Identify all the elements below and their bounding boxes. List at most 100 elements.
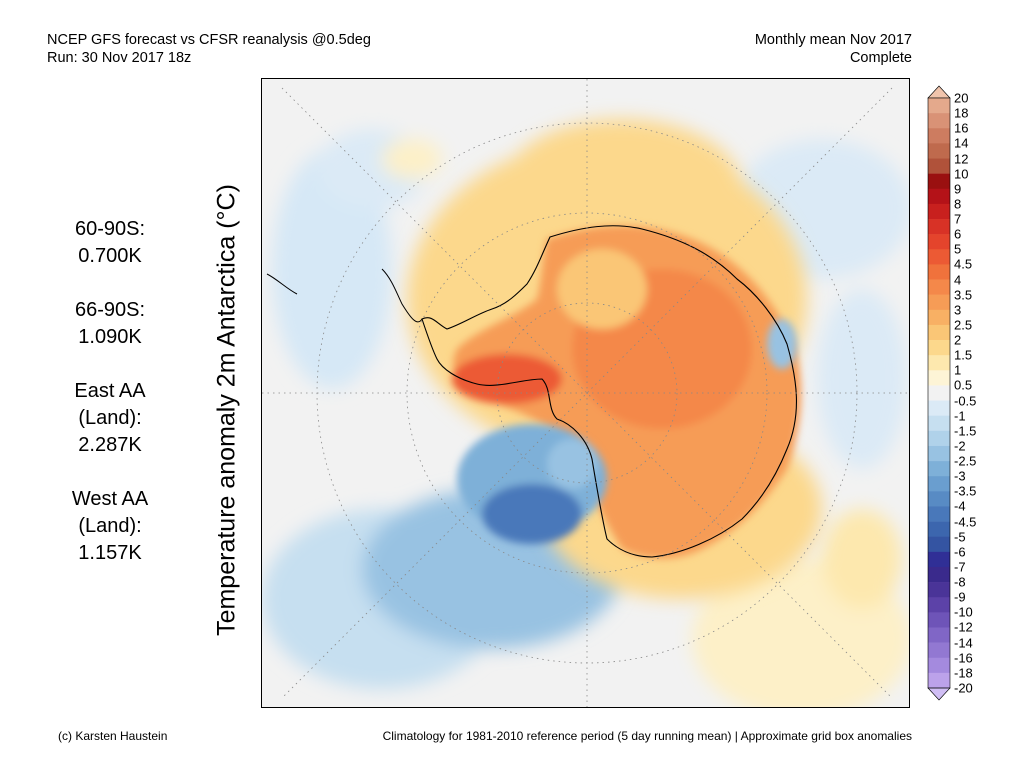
- colorbar-tick-label: 2.5: [954, 317, 973, 333]
- colorbar-tick-label: 4: [954, 272, 962, 288]
- header-left: NCEP GFS forecast vs CFSR reanalysis @0.…: [47, 31, 371, 67]
- colorbar-tick-label: 3.5: [954, 287, 973, 303]
- colorbar-swatch: [928, 445, 950, 462]
- colorbar-swatch: [928, 566, 950, 583]
- cold-sector: [457, 319, 797, 544]
- header-run: Run: 30 Nov 2017 18z: [47, 50, 192, 66]
- colorbar-swatch: [928, 536, 950, 553]
- colorbar-swatch: [928, 415, 950, 432]
- colorbar-tick-label: -2.5: [954, 453, 977, 469]
- colorbar-tick-label: -0.5: [954, 393, 977, 409]
- colorbar-swatch: [928, 143, 950, 159]
- colorbar-tick-label: 6: [954, 226, 962, 242]
- colorbar-swatch: [928, 294, 950, 311]
- stat-label-sub: (Land):: [78, 407, 142, 429]
- header-title: NCEP GFS forecast vs CFSR reanalysis @0.…: [47, 32, 371, 48]
- continent-warm-field: [452, 225, 802, 559]
- stat-label: East AA: [74, 380, 146, 402]
- colorbar-tick-label: -14: [954, 635, 973, 651]
- coastline: [421, 225, 798, 558]
- header-right: Monthly mean Nov 2017 Complete: [755, 31, 912, 67]
- stat-label-sub: (Land):: [78, 515, 142, 537]
- colorbar-swatch: [928, 128, 950, 144]
- colorbar-swatch: [928, 551, 950, 568]
- colorbar-swatch: [928, 158, 950, 174]
- colorbar-tick-label: -6: [954, 544, 966, 560]
- colorbar-tick-label: -5: [954, 529, 966, 545]
- colorbar-swatch: [928, 400, 950, 416]
- stat-60-90s: 60-90S: 0.700K: [40, 216, 180, 270]
- stats-panel: 60-90S: 0.700K 66-90S: 1.090K East AA (L…: [40, 216, 180, 567]
- colorbar-swatch: [928, 188, 950, 205]
- colorbar-tick-label: -1: [954, 408, 966, 424]
- colorbar-tick-label: -4.5: [954, 514, 977, 530]
- stat-value: 2.287K: [78, 434, 142, 456]
- colorbar: [927, 85, 951, 701]
- colorbar-swatch: [928, 249, 950, 265]
- footer-note: Climatology for 1981-2010 reference peri…: [382, 729, 912, 743]
- colorbar-tick-label: 7: [954, 211, 962, 227]
- colorbar-labels: 20 18 16 14 12 10 9 8 7 6 5 4.5 4 3.5 3 2.5 2 1.5 1 0.5 -0.5…: [954, 86, 1014, 700]
- colorbar-swatch: [928, 672, 950, 689]
- colorbar-tick-label: -9: [954, 589, 966, 605]
- footer-credit: (c) Karsten Haustein: [58, 729, 168, 743]
- colorbar-tick-label: -18: [954, 665, 973, 681]
- colorbar-tick-label: 2: [954, 332, 962, 348]
- colorbar-swatch: [928, 521, 950, 538]
- colorbar-tick-label: 3: [954, 302, 962, 318]
- colorbar-tick-label: -2: [954, 438, 966, 454]
- map-canvas: [262, 79, 909, 707]
- stat-west-aa: West AA (Land): 1.157K: [40, 486, 180, 567]
- colorbar-swatch: [928, 385, 950, 401]
- colorbar-tick-label: 1: [954, 362, 962, 378]
- colorbar-tick-label: -12: [954, 619, 973, 635]
- colorbar-swatch: [928, 340, 950, 356]
- stat-label: 60-90S:: [74, 218, 146, 240]
- colorbar-tick-label: 5: [954, 241, 962, 257]
- colorbar-tick-label: 18: [954, 105, 969, 121]
- colorbar-graphic: [927, 85, 951, 701]
- colorbar-tick-label: 9: [954, 181, 962, 197]
- colorbar-tick-label: -1.5: [954, 423, 977, 439]
- stat-value: 0.700K: [78, 245, 142, 267]
- peninsula-coast: [381, 268, 423, 323]
- colorbar-tick-label: 14: [954, 135, 969, 151]
- colorbar-tick-label: -4: [954, 498, 966, 514]
- colorbar-swatch: [928, 642, 950, 659]
- ocean-anomaly-field: [262, 129, 909, 707]
- colorbar-swatch: [928, 370, 950, 386]
- colorbar-tick-label: 16: [954, 120, 969, 136]
- polar-grid: [262, 79, 909, 707]
- colorbar-swatch: [928, 612, 950, 628]
- colorbar-swatch: [928, 491, 950, 507]
- header-period: Monthly mean Nov 2017: [754, 32, 912, 48]
- colorbar-swatch: [928, 279, 950, 295]
- colorbar-swatch: [928, 597, 950, 613]
- colorbar-frame: [927, 97, 951, 689]
- colorbar-tick-label: 1.5: [954, 347, 973, 363]
- y-axis-label: Temperature anomaly 2m Antarctica (°C): [212, 184, 241, 636]
- colorbar-tick-label: 8: [954, 196, 962, 212]
- colorbar-tick-label: -8: [954, 574, 966, 590]
- south-america-coast: [266, 273, 298, 295]
- colorbar-tick-label: 12: [954, 151, 969, 166]
- colorbar-tick-label: 0.5: [954, 377, 973, 393]
- stat-label: 66-90S:: [74, 299, 146, 321]
- stat-label: West AA: [71, 488, 149, 510]
- colorbar-swatch: [928, 203, 950, 220]
- header-status: Complete: [849, 50, 912, 66]
- colorbar-tick-label: -3: [954, 468, 966, 484]
- colorbar-swatch: [928, 264, 950, 280]
- stat-east-aa: East AA (Land): 2.287K: [40, 378, 180, 459]
- colorbar-swatch: [928, 355, 950, 371]
- colorbar-tick-label: 20: [954, 90, 969, 106]
- colorbar-swatch: [928, 582, 950, 598]
- stat-value: 1.090K: [78, 326, 142, 348]
- colorbar-swatch: [928, 219, 950, 235]
- colorbar-swatch: [928, 430, 950, 447]
- colorbar-tick-label: 10: [954, 166, 969, 182]
- colorbar-tick-label: -10: [954, 604, 973, 620]
- stat-66-90s: 66-90S: 1.090K: [40, 297, 180, 351]
- colorbar-swatch: [928, 657, 950, 674]
- colorbar-tick-label: -20: [954, 680, 973, 696]
